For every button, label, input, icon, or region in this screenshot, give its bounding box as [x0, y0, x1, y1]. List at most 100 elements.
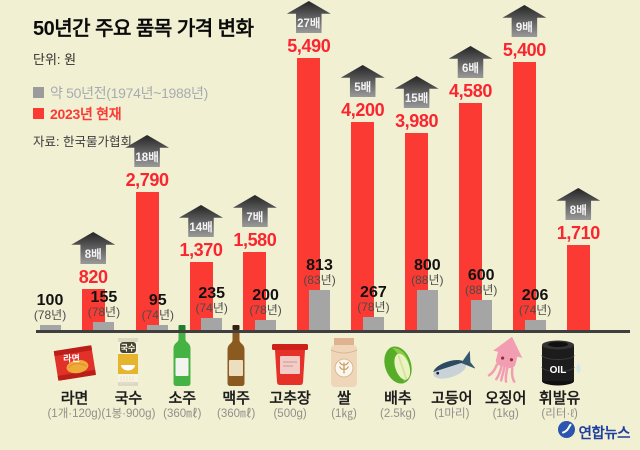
old-price-bar: [147, 325, 169, 330]
item-quantity: (2.5kg): [379, 408, 416, 420]
new-price-column: 8배 1,710: [556, 188, 601, 330]
item-footer-mackerel: 고등어 (1마리): [423, 334, 481, 421]
old-price-value: 95: [148, 292, 167, 309]
cabbage-icon: [369, 334, 427, 388]
item-quantity: (360㎖): [217, 408, 256, 420]
new-price-bar: [189, 262, 213, 330]
multiplier-label: 7배: [246, 212, 264, 224]
old-price-year: (74년): [141, 308, 174, 322]
old-price-year: (78년): [357, 300, 390, 314]
legend: 약 50년전(1974년~1988년) 2023년 현재: [33, 82, 253, 124]
new-price-column: 7배 1,580: [232, 195, 277, 330]
multiplier-label: 6배: [462, 63, 479, 75]
item-footer-rice: 쌀 (1㎏): [315, 334, 373, 421]
new-price-bar: [81, 289, 105, 330]
chart-group-squid: 600 (88년) 9배 5,400: [465, 0, 547, 330]
old-price-column: 100 (78년): [34, 292, 66, 330]
old-price-bar: [470, 300, 492, 330]
old-price-column: 95 (74년): [142, 292, 174, 330]
old-price-value: 206: [521, 287, 549, 304]
item-footer-squid: 오징어 (1kg): [477, 334, 535, 421]
new-price-column: 9배 5,400: [502, 5, 547, 330]
old-price-year: (88년): [465, 283, 498, 297]
old-price-column: 206 (74년): [519, 287, 551, 330]
multiplier-arrow-badge: 8배: [556, 188, 601, 220]
squid-icon: [477, 334, 535, 388]
item-footer-oil: OIL 휘발유 (리터·ℓ): [531, 334, 589, 421]
old-price-column: 155 (78년): [88, 289, 120, 330]
old-price-year: (74년): [518, 303, 552, 317]
item-footer-ramen: 라면 라면 (1개·120g): [46, 334, 104, 421]
item-footer-cabbage: 배추 (2.5kg): [369, 334, 427, 421]
item-footer-gochujang: 고추장 (500g): [261, 334, 319, 421]
item-quantity: (360㎖): [163, 408, 202, 420]
legend-label-new: 2023년 현재: [50, 105, 122, 122]
legend-row-new: 2023년 현재: [33, 103, 253, 124]
new-price-value: 820: [78, 267, 108, 287]
chart-group-gochujang: 200 (78년) 27배 5,490: [249, 0, 331, 330]
item-quantity: (1개·120g): [47, 408, 102, 420]
new-price-column: 6배 4,580: [448, 46, 493, 330]
beer-icon: [207, 325, 265, 388]
new-price-bar: [135, 192, 159, 330]
rice-icon: [315, 334, 373, 388]
old-price-year: (74년): [195, 301, 228, 315]
new-price-bar: [351, 122, 375, 330]
svg-text:OIL: OIL: [549, 365, 566, 376]
chart-group-oil: 206 (74년) 8배 1,710: [519, 0, 601, 330]
old-price-value: 813: [306, 257, 333, 274]
new-price-value: 1,710: [556, 223, 600, 243]
old-price-bar: [524, 320, 546, 330]
old-price-value: 267: [360, 284, 387, 301]
item-name: 맥주: [222, 390, 250, 407]
item-name: 오징어: [484, 390, 527, 407]
old-price-year: (78년): [249, 303, 282, 317]
old-price-bar: [255, 320, 277, 330]
item-quantity: (1봉·900g): [101, 408, 156, 420]
new-price-column: 27배 5,490: [286, 1, 331, 330]
new-price-column: 18배 2,790: [125, 135, 170, 330]
old-price-value: 800: [413, 257, 441, 274]
new-price-value: 4,200: [341, 100, 385, 120]
new-price-value: 3,980: [395, 111, 439, 131]
legend-label-old: 약 50년전(1974년~1988년): [50, 84, 208, 101]
new-price-value: 4,580: [448, 81, 493, 101]
chart-group-rice: 813 (83년) 5배 4,200: [303, 0, 385, 330]
new-price-bar: [405, 133, 429, 330]
multiplier-label: 8배: [84, 249, 102, 261]
old-price-column: 235 (74년): [196, 285, 228, 330]
multiplier-label: 27배: [297, 18, 321, 30]
new-price-value: 1,370: [179, 240, 223, 260]
legend-swatch-old: [33, 87, 44, 98]
new-price-value: 5,400: [502, 40, 546, 60]
item-name: 배추: [384, 390, 412, 407]
mackerel-icon: [423, 334, 481, 388]
old-price-value: 235: [198, 285, 226, 302]
item-name: 쌀: [337, 390, 351, 407]
item-quantity: (1마리): [434, 408, 470, 420]
old-price-column: 800 (88년): [411, 257, 444, 330]
item-name: 라면: [60, 390, 89, 407]
old-price-value: 155: [90, 289, 118, 306]
item-quantity: (리터·ℓ): [541, 408, 578, 420]
new-price-value: 5,490: [287, 36, 331, 56]
new-price-column: 5배 4,200: [340, 65, 385, 330]
item-footer-soju: 소주 (360㎖): [153, 325, 211, 421]
old-price-bar: [416, 290, 438, 330]
new-price-bar: [297, 58, 321, 330]
item-quantity: (1㎏): [331, 408, 357, 420]
chart-group-noodles: 155 (78년) 18배 2,790: [88, 0, 170, 330]
old-price-bar: [93, 322, 115, 330]
chart-group-ramen: 100 (78년) 8배 820: [34, 0, 116, 330]
oil-icon: OIL: [531, 334, 589, 388]
yonhap-logo-text: 연합뉴스: [578, 425, 631, 442]
old-price-value: 600: [467, 267, 495, 284]
new-price-value: 2,790: [125, 170, 169, 190]
multiplier-label: 15배: [404, 93, 429, 105]
page-title: 50년간 주요 품목 가격 변화: [33, 18, 254, 40]
yonhap-watermark: 연합뉴스: [557, 421, 631, 443]
old-price-column: 813 (83년): [303, 257, 336, 330]
ramen-icon: 라면: [46, 334, 104, 388]
item-footer-beer: 맥주 (360㎖): [207, 325, 265, 421]
